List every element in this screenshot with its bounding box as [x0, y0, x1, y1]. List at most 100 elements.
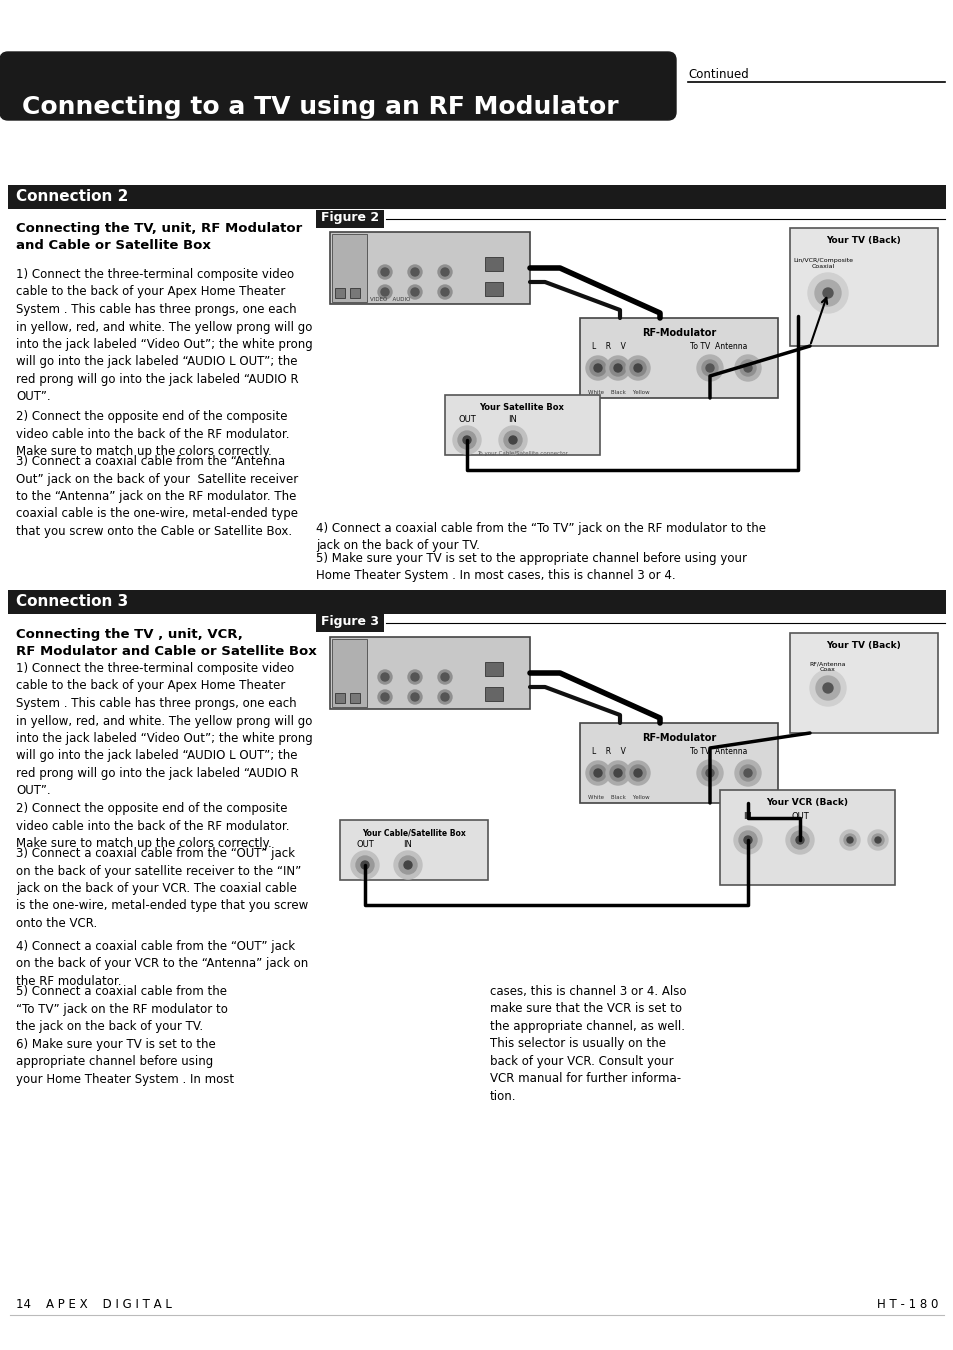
Circle shape: [609, 360, 625, 377]
Text: Connecting the TV , unit, VCR,
RF Modulator and Cable or Satellite Box: Connecting the TV , unit, VCR, RF Modula…: [16, 628, 316, 657]
Text: White    Black    Yellow: White Black Yellow: [587, 390, 649, 396]
Text: Connection 3: Connection 3: [16, 594, 128, 609]
Text: RF-Modulator: RF-Modulator: [641, 733, 716, 743]
Text: 1) Connect the three-terminal composite video
cable to the back of your Apex Hom: 1) Connect the three-terminal composite …: [16, 269, 313, 404]
Circle shape: [734, 760, 760, 786]
Circle shape: [411, 693, 418, 701]
Circle shape: [377, 670, 392, 684]
Circle shape: [594, 364, 601, 373]
Circle shape: [809, 670, 845, 706]
Circle shape: [380, 269, 389, 275]
Circle shape: [585, 356, 609, 379]
Circle shape: [503, 431, 521, 450]
Text: RF/Antenna
Coax: RF/Antenna Coax: [809, 662, 845, 672]
Text: 6) Make sure your TV is set to the
appropriate channel before using
your Home Th: 6) Make sure your TV is set to the appro…: [16, 1038, 233, 1085]
Bar: [789, 633, 937, 733]
Circle shape: [585, 761, 609, 784]
Text: To your Cable/Satellite connector: To your Cable/Satellite connector: [476, 451, 567, 456]
Circle shape: [589, 765, 605, 782]
Circle shape: [380, 693, 389, 701]
Bar: [339, 819, 488, 880]
Bar: [335, 693, 345, 703]
Text: 4) Connect a coaxial cable from the “To TV” jack on the RF modulator to the
jack: 4) Connect a coaxial cable from the “To …: [315, 522, 765, 552]
Circle shape: [701, 765, 718, 782]
Circle shape: [437, 265, 452, 279]
Circle shape: [795, 836, 803, 844]
Circle shape: [360, 861, 369, 869]
Text: Continued: Continued: [687, 68, 748, 81]
Circle shape: [408, 265, 421, 279]
Circle shape: [734, 355, 760, 381]
Circle shape: [355, 856, 374, 873]
Circle shape: [739, 832, 757, 849]
Bar: [484, 662, 502, 676]
Bar: [789, 228, 937, 346]
Text: 14    A P E X    D I G I T A L: 14 A P E X D I G I T A L: [16, 1297, 172, 1311]
Text: OUT: OUT: [355, 840, 374, 849]
Bar: [315, 211, 384, 228]
Circle shape: [871, 834, 883, 846]
Circle shape: [705, 364, 713, 373]
Bar: [335, 288, 345, 298]
Circle shape: [437, 690, 452, 703]
Circle shape: [743, 769, 751, 778]
Text: White    Black    Yellow: White Black Yellow: [587, 795, 649, 801]
Bar: [579, 724, 778, 803]
Text: Your TV (Back): Your TV (Back): [825, 236, 901, 244]
Text: H T - 1 8 0: H T - 1 8 0: [876, 1297, 937, 1311]
Circle shape: [697, 355, 722, 381]
Circle shape: [625, 356, 649, 379]
Bar: [8, 185, 945, 209]
Circle shape: [701, 360, 718, 377]
Bar: [444, 396, 599, 455]
Circle shape: [697, 760, 722, 786]
Circle shape: [743, 364, 751, 373]
Circle shape: [840, 830, 859, 850]
Circle shape: [594, 769, 601, 778]
Bar: [350, 693, 359, 703]
Bar: [315, 614, 384, 632]
Text: Your VCR (Back): Your VCR (Back): [765, 798, 847, 807]
Bar: [484, 282, 502, 296]
Text: OUT: OUT: [790, 811, 808, 821]
Circle shape: [462, 436, 471, 444]
Text: IN: IN: [742, 811, 752, 821]
Text: 5) Connect a coaxial cable from the
“To TV” jack on the RF modulator to
the jack: 5) Connect a coaxial cable from the “To …: [16, 986, 228, 1033]
Text: VIDEO   AUDIO: VIDEO AUDIO: [370, 297, 410, 302]
Circle shape: [589, 360, 605, 377]
Text: Your Satellite Box: Your Satellite Box: [479, 404, 564, 412]
Text: 3) Connect a coaxial cable from the “OUT” jack
on the back of your satellite rec: 3) Connect a coaxial cable from the “OUT…: [16, 846, 308, 930]
Circle shape: [440, 288, 449, 296]
Circle shape: [874, 837, 880, 842]
Bar: [332, 234, 367, 302]
Circle shape: [733, 826, 761, 855]
Circle shape: [408, 690, 421, 703]
Circle shape: [411, 269, 418, 275]
Circle shape: [629, 765, 645, 782]
Circle shape: [440, 693, 449, 701]
Text: Connection 2: Connection 2: [16, 189, 129, 204]
Circle shape: [498, 427, 526, 454]
Circle shape: [605, 356, 629, 379]
Circle shape: [614, 364, 621, 373]
Text: Lin/VCR/Composite
Coaxial: Lin/VCR/Composite Coaxial: [792, 258, 852, 269]
Circle shape: [807, 273, 847, 313]
Text: To TV  Antenna: To TV Antenna: [689, 342, 746, 351]
Circle shape: [377, 690, 392, 703]
Circle shape: [814, 279, 841, 306]
Text: 4) Connect a coaxial cable from the “OUT” jack
on the back of your VCR to the “A: 4) Connect a coaxial cable from the “OUT…: [16, 940, 308, 988]
Bar: [330, 637, 530, 709]
Bar: [484, 687, 502, 701]
Circle shape: [440, 674, 449, 680]
Circle shape: [453, 427, 480, 454]
Circle shape: [743, 836, 751, 844]
Circle shape: [440, 269, 449, 275]
Circle shape: [411, 288, 418, 296]
Text: 2) Connect the opposite end of the composite
video cable into the back of the RF: 2) Connect the opposite end of the compo…: [16, 410, 289, 458]
Circle shape: [822, 288, 832, 298]
Circle shape: [380, 288, 389, 296]
Text: IN: IN: [508, 414, 517, 424]
Circle shape: [377, 285, 392, 298]
Circle shape: [509, 436, 517, 444]
Circle shape: [629, 360, 645, 377]
